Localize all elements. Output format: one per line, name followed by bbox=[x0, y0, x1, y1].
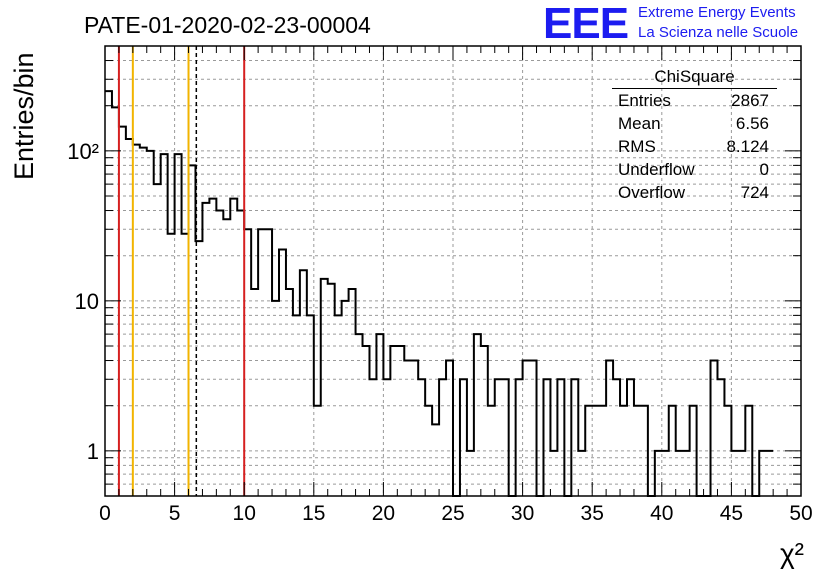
y-tick-label: 10² bbox=[67, 139, 99, 164]
stats-label: Underflow bbox=[618, 160, 695, 179]
y-tick-label: 10 bbox=[75, 289, 99, 314]
stats-label: Overflow bbox=[618, 183, 686, 202]
x-tick-label: 0 bbox=[99, 502, 111, 525]
stats-label: Entries bbox=[618, 91, 671, 110]
stats-value: 724 bbox=[740, 183, 769, 202]
x-tick-label: 35 bbox=[581, 502, 604, 525]
stats-title: ChiSquare bbox=[612, 67, 777, 89]
axes: 0 5 10 15 20 25 30 35 40 45 50 1 10 10² bbox=[67, 45, 813, 525]
x-tick-label: 50 bbox=[789, 502, 812, 525]
y-axis-label: Entries/bin bbox=[9, 52, 39, 180]
y-tick-label: 1 bbox=[87, 439, 99, 464]
stats-row: Overflow 724 bbox=[612, 181, 777, 204]
x-tick-label: 25 bbox=[441, 502, 464, 525]
stats-row: RMS 8.124 bbox=[612, 135, 777, 158]
reference-lines bbox=[117, 46, 246, 496]
x-tick-label: 45 bbox=[720, 502, 743, 525]
x-axis-label: χ² bbox=[780, 538, 804, 569]
stats-row: Entries 2867 bbox=[612, 89, 777, 112]
x-tick-label: 30 bbox=[511, 502, 534, 525]
stats-row: Underflow 0 bbox=[612, 158, 777, 181]
logo-line-1: Extreme Energy Events bbox=[638, 4, 796, 21]
x-tick-label: 40 bbox=[650, 502, 673, 525]
run-title: PATE-01-2020-02-23-00004 bbox=[84, 12, 371, 38]
stats-label: RMS bbox=[618, 137, 656, 156]
logo-line-2: La Scienza nelle Scuole bbox=[638, 24, 799, 41]
stats-box: ChiSquare Entries 2867 Mean 6.56 RMS 8.1… bbox=[612, 67, 777, 204]
stats-value: 0 bbox=[759, 160, 769, 179]
x-tick-label: 15 bbox=[302, 502, 325, 525]
x-tick-label: 5 bbox=[169, 502, 181, 525]
x-tick-label: 10 bbox=[233, 502, 256, 525]
stats-row: Mean 6.56 bbox=[612, 112, 777, 135]
eee-logo: EEE bbox=[543, 0, 629, 48]
stats-value: 8.124 bbox=[726, 137, 769, 156]
stats-value: 2867 bbox=[731, 91, 769, 110]
stats-value: 6.56 bbox=[735, 114, 769, 133]
x-tick-label: 20 bbox=[372, 502, 395, 525]
stats-label: Mean bbox=[618, 114, 661, 133]
